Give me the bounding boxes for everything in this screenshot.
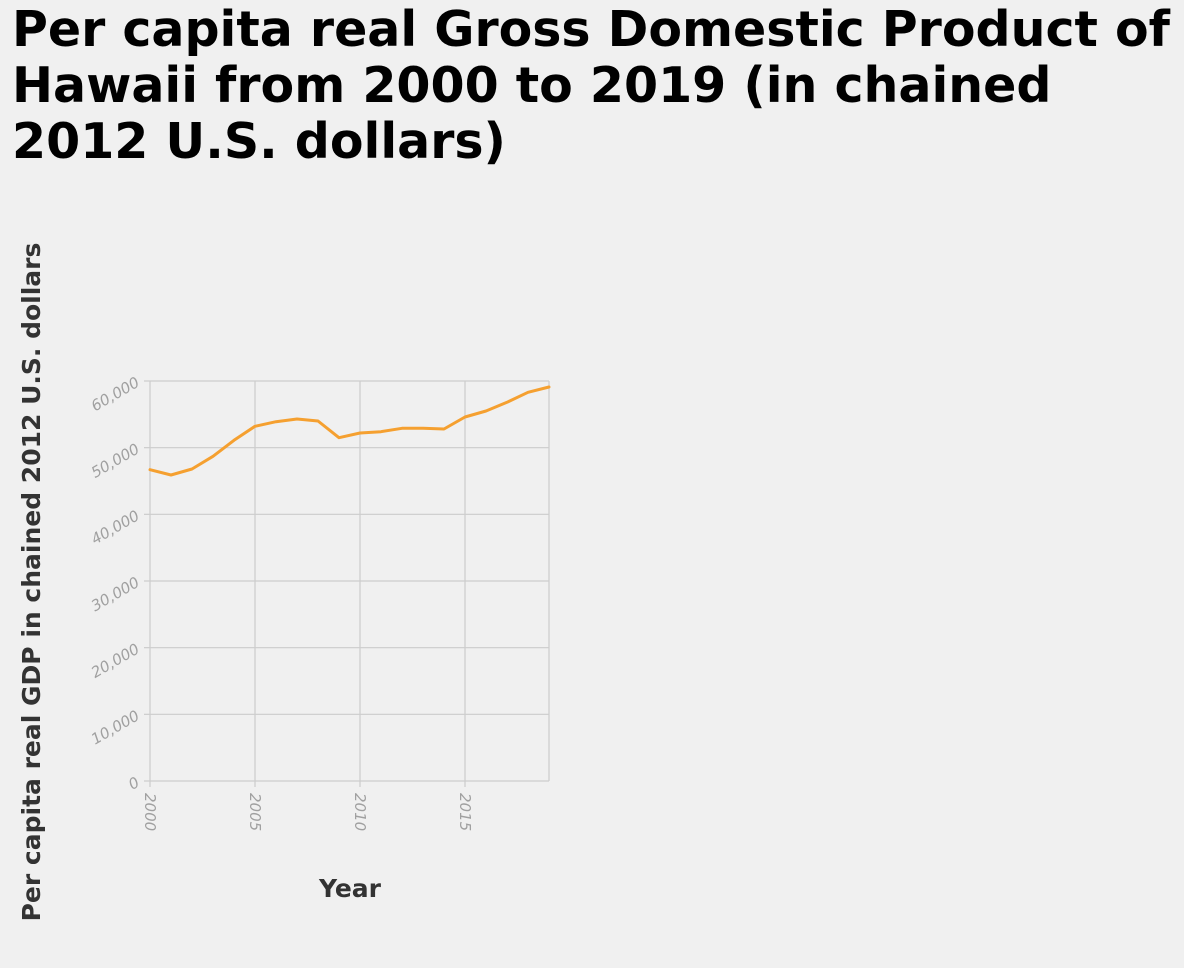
- y-tick-label: 10,000: [88, 707, 142, 749]
- series-layer: [150, 387, 549, 475]
- axis-lines: [144, 381, 465, 787]
- y-tick-label: 40,000: [88, 507, 142, 549]
- y-tick-label: 0: [125, 773, 142, 793]
- y-tick-label: 20,000: [88, 640, 142, 682]
- y-tick-labels: 0 10,000 20,000 30,000 40,000 50,000 60,000: [88, 373, 142, 793]
- grid-lines: [150, 381, 549, 781]
- x-tick-label: 2010: [351, 793, 369, 831]
- y-axis-label: Per capita real GDP in chained 2012 U.S.…: [17, 243, 46, 922]
- x-tick-label: 2015: [456, 793, 474, 831]
- x-tick-labels: 2000 2005 2010 2015: [141, 793, 474, 831]
- x-tick-label: 2005: [246, 793, 264, 831]
- x-tick-label: 2000: [141, 793, 159, 831]
- y-tick-label: 60,000: [88, 373, 142, 415]
- gdp-series-line: [150, 387, 549, 475]
- y-tick-label: 50,000: [88, 440, 142, 482]
- y-tick-label: 30,000: [88, 573, 142, 615]
- x-axis-label: Year: [318, 874, 382, 903]
